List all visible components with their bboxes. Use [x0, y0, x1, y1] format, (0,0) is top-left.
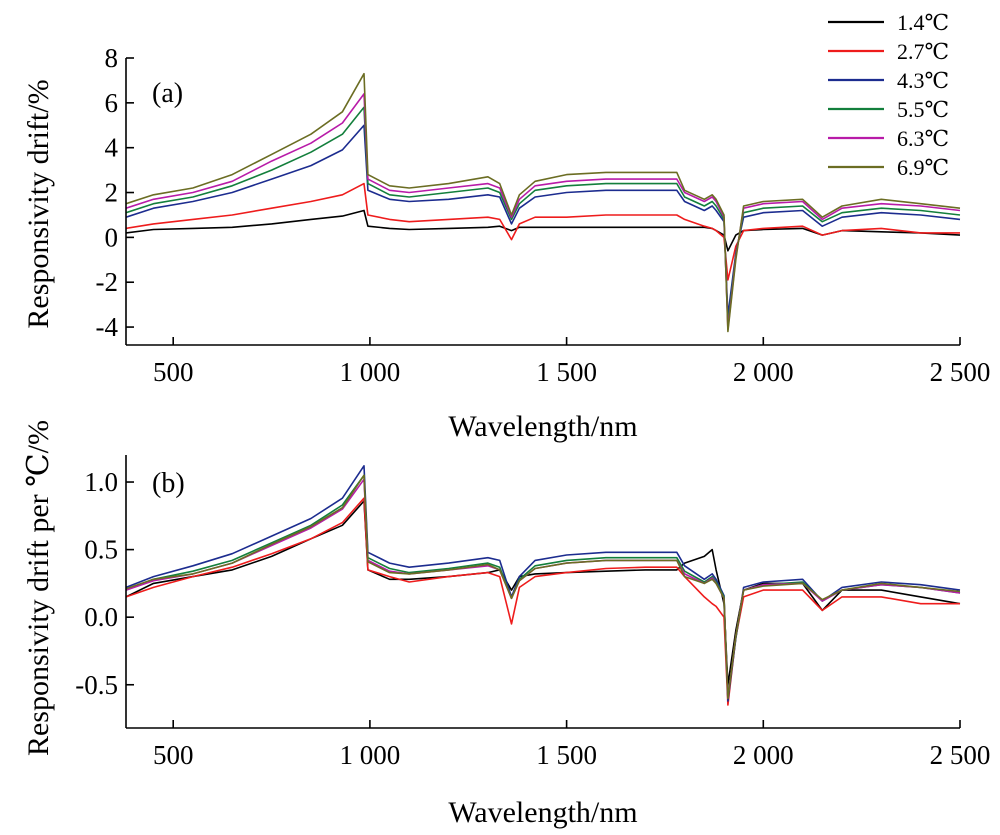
panel-a-label: (a): [152, 78, 183, 109]
panel-a-y-tick-label-5: 4: [105, 133, 119, 163]
panel-a-y-axis-title: Responsivity drift/%: [22, 79, 55, 328]
legend: 1.4℃ 2.7℃ 4.3℃ 5.5℃ 6.3℃ 6.9℃: [828, 10, 949, 180]
legend-label-2: 2.7℃: [897, 39, 949, 64]
panel-b-x-ticks: 500 1 000 1 500 2 000 2 500: [153, 720, 990, 770]
legend-label-6: 6.9℃: [897, 155, 949, 180]
panel-a: 500 1 000 1 500 2 000 2 500 -4 -2 0 2 4 6 8 (a) Wa…: [22, 43, 990, 443]
panel-a-y-tick-label-3: 0: [105, 222, 119, 252]
legend-label-5: 6.3℃: [897, 126, 949, 151]
panel-a-series-line-4: [125, 106, 961, 326]
panel-a-series-line-3: [125, 124, 961, 317]
panel-b-x-tick-label-5: 2 500: [930, 740, 991, 770]
panel-a-y-tick-label-1: -4: [96, 312, 119, 342]
panel-b-y-tick-label-1: -0.5: [75, 670, 118, 700]
panel-b-series-line-5: [125, 478, 961, 700]
legend-label-4: 5.5℃: [897, 97, 949, 122]
panel-b-series-line-3: [125, 464, 961, 702]
panel-b-x-axis-title: Wavelength/nm: [448, 796, 637, 829]
panel-b-series-line-4: [125, 474, 961, 700]
panel-a-x-tick-label-2: 1 000: [340, 357, 401, 387]
panel-b: 500 1 000 1 500 2 000 2 500 -0.5 0.0 0.5 1.0 (b…: [22, 420, 990, 829]
panel-b-x-tick-label-2: 1 000: [340, 740, 401, 770]
panel-b-x-tick-label-4: 2 000: [733, 740, 794, 770]
panel-b-y-axis-title: Responsivity drift per ℃/%: [22, 420, 55, 756]
panel-a-x-ticks: 500 1 000 1 500 2 000 2 500: [153, 337, 990, 387]
legend-label-3: 4.3℃: [897, 68, 949, 93]
panel-a-x-axis-title: Wavelength/nm: [448, 410, 637, 443]
panel-b-series-line-1: [125, 500, 961, 686]
panel-a-y-tick-label-4: 2: [105, 178, 119, 208]
panel-a-x-tick-label-5: 2 500: [930, 357, 991, 387]
panel-a-series-line-5: [125, 93, 961, 331]
panel-b-y-tick-label-4: 1.0: [84, 467, 118, 497]
panel-a-x-tick-label-1: 500: [153, 357, 194, 387]
panel-b-label: (b): [152, 468, 185, 499]
panel-a-x-tick-label-4: 2 000: [733, 357, 794, 387]
panel-a-y-ticks: -4 -2 0 2 4 6 8: [96, 43, 134, 342]
panel-a-y-tick-label-2: -2: [96, 267, 119, 297]
panel-b-series-line-2: [125, 497, 960, 706]
panel-b-x-tick-label-1: 500: [153, 740, 194, 770]
panel-b-series-line-6: [125, 474, 961, 700]
panel-a-x-tick-label-3: 1 500: [536, 357, 597, 387]
panel-b-series: [125, 464, 961, 706]
panel-a-series-line-2: [125, 182, 960, 281]
panel-a-series: [125, 72, 961, 333]
panel-a-series-line-1: [125, 209, 961, 252]
panel-b-y-tick-label-3: 0.5: [84, 535, 118, 565]
panel-b-y-tick-label-2: 0.0: [84, 602, 118, 632]
panel-a-y-tick-label-6: 6: [105, 88, 119, 118]
panel-b-x-tick-label-3: 1 500: [536, 740, 597, 770]
legend-label-1: 1.4℃: [897, 10, 949, 35]
panel-a-series-line-6: [125, 72, 961, 333]
panel-a-y-tick-label-7: 8: [105, 43, 119, 73]
panel-b-y-ticks: -0.5 0.0 0.5 1.0: [75, 467, 134, 700]
